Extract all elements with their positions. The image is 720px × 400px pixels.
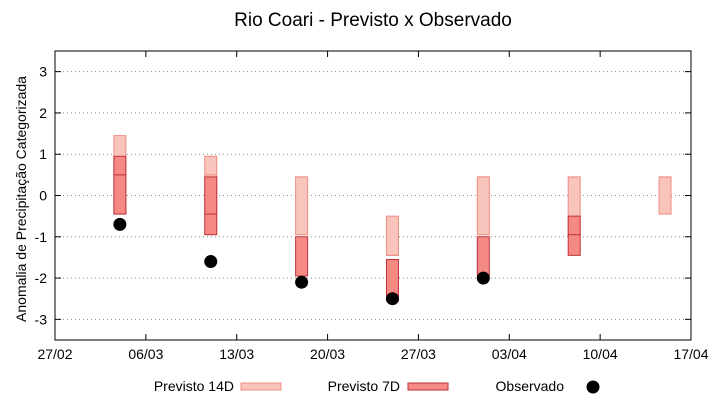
- observed-point: [204, 255, 218, 269]
- forecast-range-bar: [476, 236, 490, 277]
- observed-points: [113, 217, 490, 306]
- x-tick-label: 03/04: [492, 346, 527, 362]
- forecast-range-bar: [658, 176, 672, 215]
- forecast-range-bar: [385, 215, 399, 256]
- x-tick-label: 13/03: [219, 346, 254, 362]
- legend-swatch: [240, 382, 282, 391]
- y-tick-label: 3: [39, 64, 47, 80]
- y-tick-label: 1: [39, 146, 47, 162]
- grid-lines: [55, 71, 691, 320]
- y-tick-label: -3: [35, 311, 48, 327]
- forecast-range-bar: [295, 176, 309, 236]
- legend-label: Observado: [496, 378, 565, 394]
- x-tick-label: 20/03: [310, 346, 345, 362]
- forecast-range-bar: [295, 236, 309, 277]
- observed-point: [113, 217, 127, 231]
- forecast-bars: [113, 135, 672, 302]
- observed-point: [295, 275, 309, 289]
- legend-swatch: [586, 380, 600, 394]
- y-tick-label: -2: [35, 270, 48, 286]
- chart-title: Rio Coari - Previsto x Observado: [234, 10, 512, 31]
- x-tick-label: 10/04: [583, 346, 618, 362]
- observed-point: [476, 271, 490, 285]
- x-tick-label: 27/02: [37, 346, 72, 362]
- y-tick-label: 0: [39, 188, 47, 204]
- x-tick-label: 17/04: [673, 346, 708, 362]
- legend-swatch: [407, 382, 449, 391]
- forecast-range-bar: [204, 176, 218, 236]
- legend-label: Previsto 14D: [154, 378, 234, 394]
- legend: Previsto 14D Previsto 7D Observado: [154, 378, 600, 394]
- y-axis-label: Anomalia de Precipitação Categorizada: [13, 76, 29, 322]
- observed-point: [385, 292, 399, 306]
- forecast-range-bar: [567, 215, 581, 256]
- y-tick-label: 2: [39, 105, 47, 121]
- y-tick-label: -1: [35, 229, 48, 245]
- x-tick-label: 27/03: [401, 346, 436, 362]
- x-tick-label: 06/03: [128, 346, 163, 362]
- legend-label: Previsto 7D: [328, 378, 400, 394]
- forecast-range-bar: [476, 176, 490, 236]
- y-axis-ticks: -3 -2 -1 0 1 2 3: [35, 64, 691, 327]
- x-axis-ticks: 27/02 06/03 13/03 20/03 27/03 03/04 10/04 17/04: [37, 51, 709, 362]
- forecast-range-bar: [113, 155, 127, 215]
